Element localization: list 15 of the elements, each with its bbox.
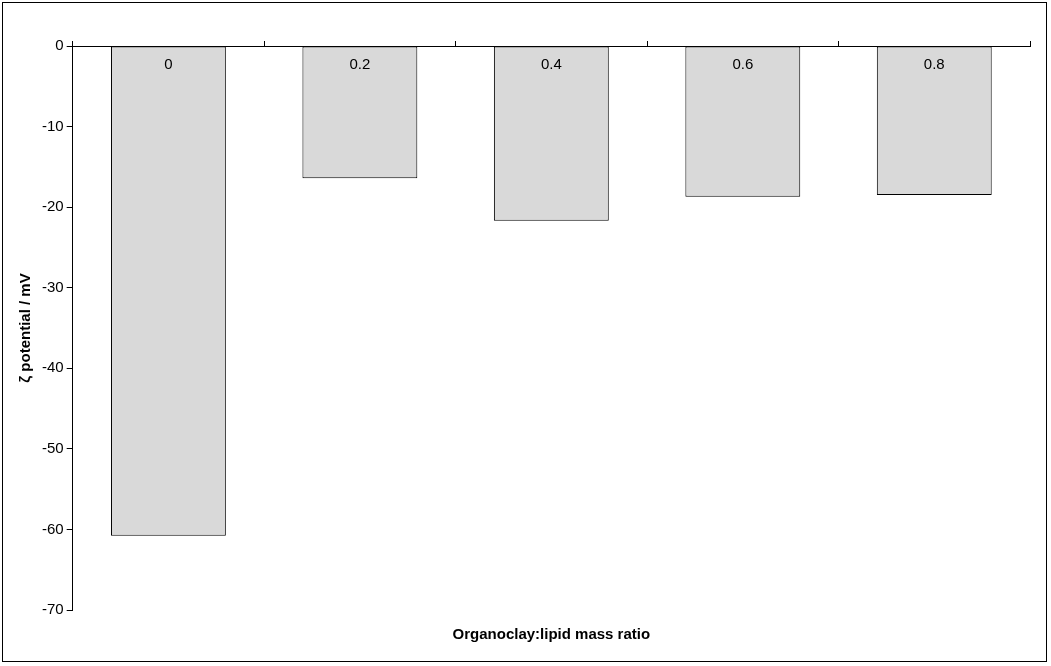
y-tick-label: 0 (55, 36, 64, 54)
y-tick-label: -70 (41, 600, 64, 618)
x-tick-label: 0.8 (923, 55, 945, 73)
x-tick-label: 0.2 (349, 55, 371, 73)
y-tick-label: -50 (41, 439, 64, 456)
y-tick-label: -20 (41, 197, 64, 215)
y-axis-title: ζ potential / mV (16, 273, 34, 383)
y-tick-label: -10 (41, 116, 64, 134)
x-tick-label: 0.6 (732, 55, 754, 73)
x-tick-label: 0 (164, 55, 173, 73)
x-axis-title: Organoclay:lipid mass ratio (452, 625, 651, 643)
x-tick-label: 0.4 (540, 55, 562, 73)
y-tick-label: -40 (41, 358, 64, 376)
y-tick-label: -30 (41, 277, 64, 295)
y-tick-label: -60 (41, 519, 64, 537)
